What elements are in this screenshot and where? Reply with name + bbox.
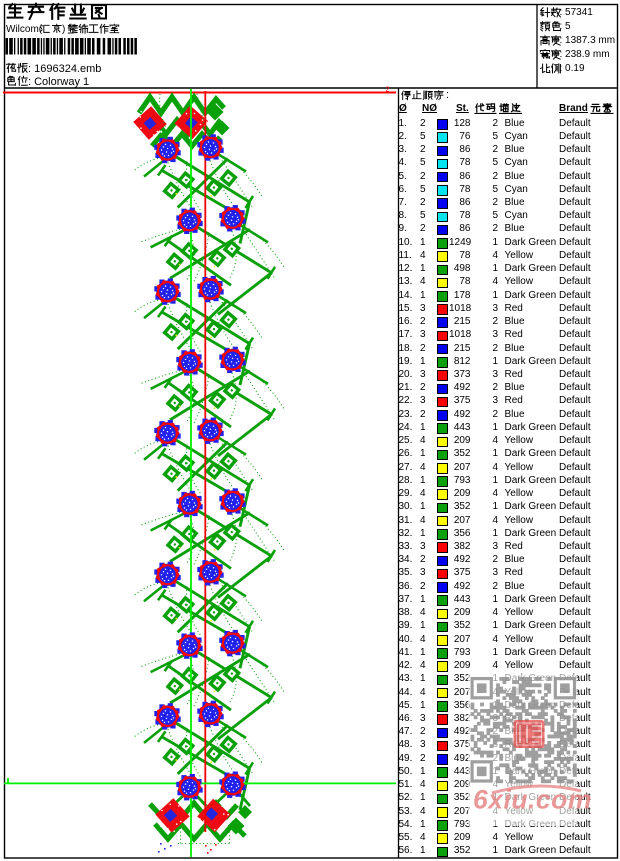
svg-text:2: 2 [386, 87, 390, 94]
svg-text:6xiu.com: 6xiu.com [473, 785, 592, 815]
